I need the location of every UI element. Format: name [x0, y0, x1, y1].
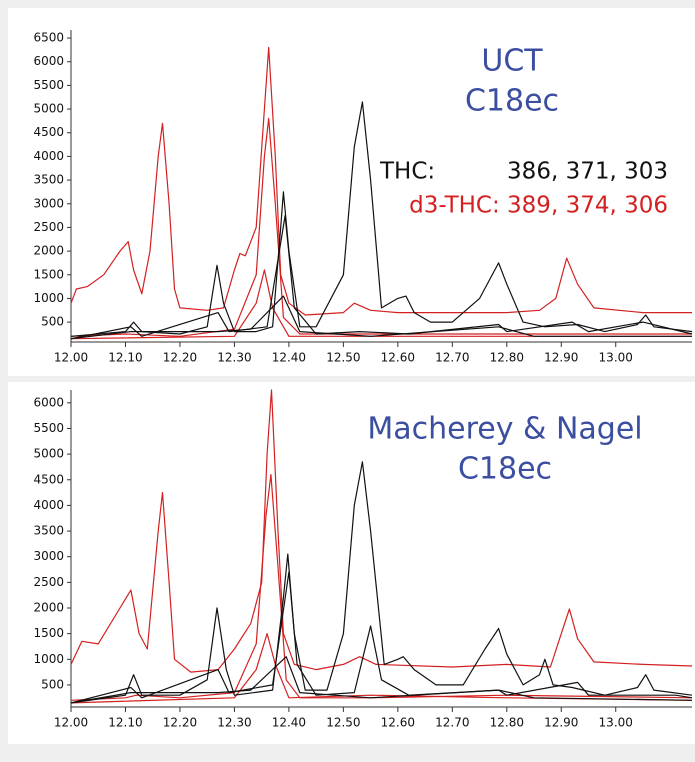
y-tick-label: 5500 [33, 421, 64, 435]
y-tick-label: 1500 [33, 626, 64, 640]
x-tick-label: 13.00 [599, 716, 633, 730]
y-tick-label: 5000 [33, 447, 64, 461]
y-tick-label: 3500 [33, 524, 64, 538]
x-tick-label: 13.00 [599, 351, 633, 365]
y-tick-label: 4000 [33, 498, 64, 512]
title-line: C18ec [458, 452, 552, 487]
trace [70, 295, 692, 340]
trace [70, 269, 692, 340]
y-tick-label: 2500 [33, 575, 64, 589]
x-tick-label: 12.00 [54, 351, 88, 365]
y-tick-label: 6000 [33, 395, 64, 409]
y-tick-label: 1000 [33, 291, 64, 305]
x-tick-label: 12.10 [108, 351, 142, 365]
y-tick-label: 2000 [33, 601, 64, 615]
y-tick-label: 4500 [33, 125, 64, 139]
y-tick-label: 3500 [33, 173, 64, 187]
x-tick-label: 12.70 [435, 351, 469, 365]
trace [70, 101, 693, 337]
trace [70, 215, 693, 340]
x-tick-label: 12.30 [217, 716, 251, 730]
y-tick-label: 6000 [33, 54, 64, 68]
y-tick-label: 500 [41, 315, 64, 329]
x-tick-label: 12.20 [163, 716, 197, 730]
trace [70, 46, 692, 316]
y-tick-label: 4500 [33, 472, 64, 486]
y-tick-label: 4000 [33, 149, 64, 163]
panel [8, 8, 695, 376]
trace [70, 389, 693, 673]
y-tick-label: 2000 [33, 244, 64, 258]
panel [8, 382, 695, 744]
x-tick-label: 12.70 [435, 716, 469, 730]
x-tick-label: 12.60 [381, 351, 415, 365]
title-line: C18ec [465, 84, 559, 119]
trace [70, 461, 693, 704]
x-tick-label: 12.40 [272, 351, 306, 365]
x-tick-label: 12.90 [544, 716, 578, 730]
y-tick-label: 1500 [33, 267, 64, 281]
y-tick-label: 500 [41, 677, 64, 691]
y-tick-label: 6500 [33, 31, 64, 45]
y-tick-label: 5500 [33, 78, 64, 92]
x-tick-label: 12.40 [272, 716, 306, 730]
x-tick-label: 12.30 [217, 351, 251, 365]
x-tick-label: 12.20 [163, 351, 197, 365]
y-tick-label: 1000 [33, 652, 64, 666]
y-tick-label: 2500 [33, 220, 64, 234]
trace [70, 656, 693, 704]
annotation: THC: [379, 159, 435, 185]
x-tick-label: 12.10 [108, 716, 142, 730]
x-tick-label: 12.80 [490, 716, 524, 730]
trace [70, 571, 693, 704]
x-tick-label: 12.60 [381, 716, 415, 730]
title-line: UCT [481, 44, 543, 79]
x-tick-label: 12.80 [490, 351, 524, 365]
annotation: 386, 371, 303 [507, 159, 668, 185]
y-tick-label: 3000 [33, 196, 64, 210]
y-tick-label: 5000 [33, 102, 64, 116]
x-tick-label: 12.00 [54, 716, 88, 730]
x-tick-label: 12.50 [326, 716, 360, 730]
x-tick-label: 12.90 [544, 351, 578, 365]
annotation: d3-THC: 389, 374, 306 [409, 193, 668, 219]
title-line: Macherey & Nagel [367, 412, 642, 447]
y-tick-label: 3000 [33, 549, 64, 563]
x-tick-label: 12.50 [326, 351, 360, 365]
